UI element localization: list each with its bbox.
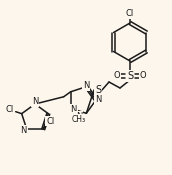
Text: Cl: Cl: [126, 9, 134, 19]
Text: O: O: [114, 72, 120, 80]
Text: S: S: [95, 85, 101, 95]
Text: O: O: [140, 72, 146, 80]
Text: N: N: [76, 112, 82, 121]
Text: S: S: [127, 71, 133, 81]
Text: Cl: Cl: [46, 117, 54, 126]
Text: N: N: [83, 81, 89, 90]
Text: Cl: Cl: [6, 105, 14, 114]
Text: N: N: [32, 97, 38, 107]
Text: CH₃: CH₃: [72, 115, 86, 124]
Text: N: N: [95, 94, 101, 103]
Text: N: N: [71, 105, 77, 114]
Text: N: N: [21, 126, 27, 135]
